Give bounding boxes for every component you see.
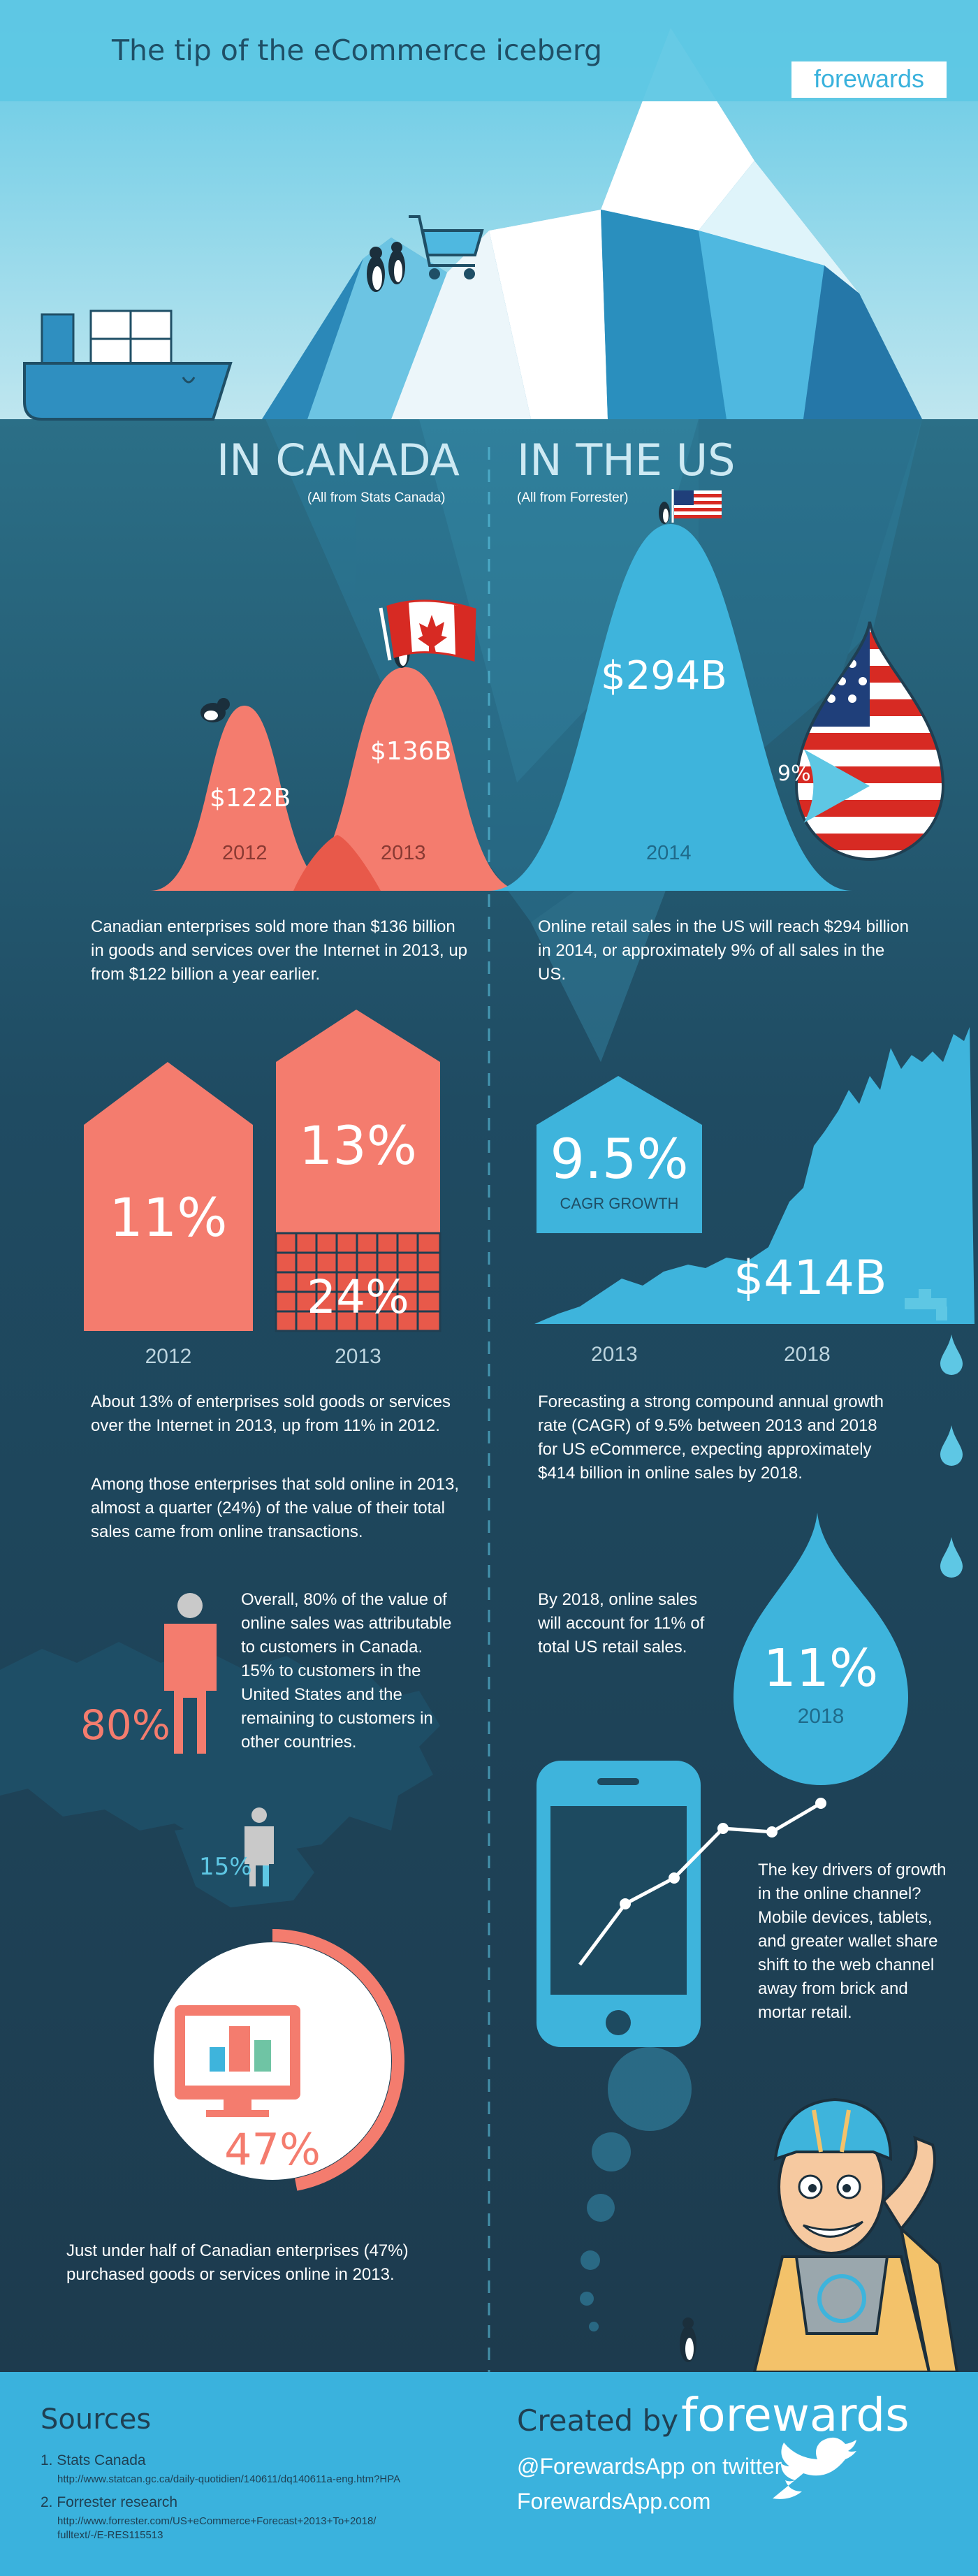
penguin-icon xyxy=(680,2317,696,2362)
twitter-bird-icon xyxy=(773,2437,856,2499)
cagr-value: 9.5% xyxy=(550,1128,689,1191)
website-link[interactable]: ForewardsApp.com xyxy=(517,2489,711,2514)
bubbles xyxy=(580,2047,692,2331)
us-flag-icon xyxy=(659,489,722,524)
us-cagr-text: Forecasting a strong compound annual gro… xyxy=(538,1392,884,1483)
canada-source-note: (All from Stats Canada) xyxy=(307,490,446,505)
canada-share-text: Among those enterprises that sold online… xyxy=(91,1475,460,1541)
canada-heading: IN CANADA xyxy=(217,435,460,486)
drop-year: 2018 xyxy=(797,1705,845,1728)
us-share-pct: 9% xyxy=(778,762,811,786)
sources-title: Sources xyxy=(41,2403,152,2436)
pct-2012: 11% xyxy=(109,1186,228,1249)
growth-area xyxy=(534,1027,975,1324)
drop-pct: 11% xyxy=(763,1638,879,1698)
us-share-slice xyxy=(803,749,870,823)
canada-flag-icon xyxy=(379,599,476,662)
header-logo-box xyxy=(791,61,947,98)
person-icon xyxy=(245,1807,274,1886)
value-2014: $294B xyxy=(601,653,727,699)
purchased-pct: 47% xyxy=(224,2124,321,2175)
mascot-character xyxy=(752,2097,959,2373)
year-2013: 2013 xyxy=(381,842,426,864)
bar-year-2013: 2013 xyxy=(335,1345,381,1368)
penguin-icon xyxy=(367,242,405,292)
canada-customers-text: Overall, 80% of the value of online sale… xyxy=(241,1590,452,1752)
source-1-title: 1. Stats Canada xyxy=(41,2452,146,2468)
purchase-ring xyxy=(272,1929,404,2191)
page-title: The tip of the eCommerce iceberg xyxy=(112,34,603,67)
cagr-label: CAGR GROWTH xyxy=(560,1195,679,1212)
canada-sales-curves xyxy=(150,667,524,891)
phone-icon xyxy=(537,1761,701,2047)
bar-year-2012: 2012 xyxy=(145,1345,192,1368)
header-logo: forewards xyxy=(813,64,925,93)
canada-sales-text: Canadian enterprises sold more than $136… xyxy=(91,917,468,984)
pct-2013: 13% xyxy=(299,1114,417,1177)
growth-year-end: 2018 xyxy=(784,1343,831,1366)
us-heading: IN THE US xyxy=(517,435,736,486)
growth-year-start: 2013 xyxy=(591,1343,638,1366)
us-source-note: (All from Forrester) xyxy=(517,490,629,505)
source-2-title: 2. Forrester research xyxy=(41,2494,178,2510)
iceberg xyxy=(262,28,922,419)
footer-logo: forewards xyxy=(681,2388,910,2442)
pct-domestic: 80% xyxy=(80,1701,170,1749)
canada-purchased-text: Just under half of Canadian enterprises … xyxy=(66,2241,409,2284)
water-drop-icon xyxy=(940,1334,963,1578)
us-drivers-text: The key drivers of growth in the online … xyxy=(758,1861,947,2022)
source-1-url[interactable]: http://www.statcan.gc.ca/daily-quotidien… xyxy=(57,2473,401,2485)
us-sales-curve xyxy=(489,524,852,891)
share-grid xyxy=(275,1232,441,1332)
canada-map xyxy=(0,1642,440,1907)
tap-icon xyxy=(905,1289,947,1320)
person-icon xyxy=(164,1593,217,1754)
value-2013: $136B xyxy=(370,737,452,766)
year-2012: 2012 xyxy=(222,842,268,864)
year-2014: 2014 xyxy=(646,842,692,864)
monitor-icon xyxy=(175,2005,300,2117)
pct-share: 24% xyxy=(307,1270,409,1324)
source-2-url-line2[interactable]: fulltext/-/E-RES115513 xyxy=(57,2529,163,2541)
twitter-handle[interactable]: @ForewardsApp on twitter xyxy=(517,2454,782,2479)
pct-us-customers: 15% xyxy=(199,1853,252,1881)
cargo-ship-icon xyxy=(23,310,233,421)
value-2018: $414B xyxy=(734,1251,887,1306)
cagr-house xyxy=(537,1076,702,1233)
us-retail-text: By 2018, online sales will account for 1… xyxy=(538,1590,705,1657)
canada-enterprises-text: About 13% of enterprises sold goods or s… xyxy=(91,1392,451,1435)
bar-2012 xyxy=(84,1062,253,1331)
created-by: Created by xyxy=(517,2403,679,2438)
growth-line xyxy=(578,1798,826,1966)
source-2-url-line1[interactable]: http://www.forrester.com/US+eCommerce+Fo… xyxy=(57,2515,377,2527)
us-sales-text: Online retail sales in the US will reach… xyxy=(538,917,909,984)
shopping-cart-icon xyxy=(409,215,484,279)
value-2012: $122B xyxy=(210,784,291,813)
retail-share-drop xyxy=(734,1513,908,1785)
